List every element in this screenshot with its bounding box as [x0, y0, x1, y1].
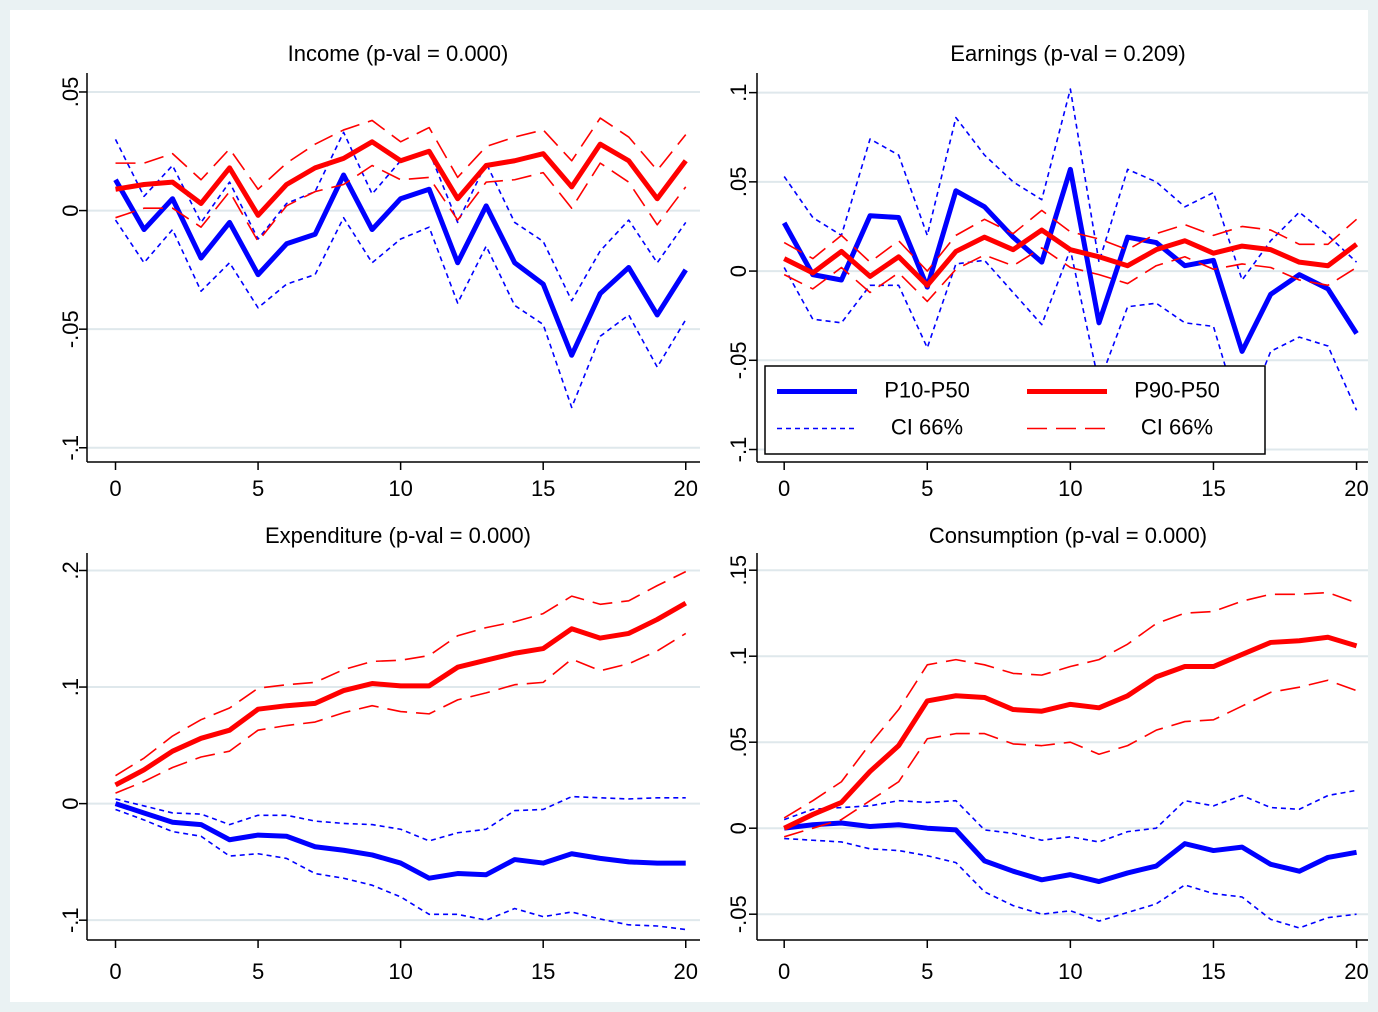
y-tick-label: -.05	[58, 310, 83, 348]
y-tick-label: -.05	[726, 341, 751, 379]
y-tick-label: 0	[726, 265, 751, 277]
legend-box	[764, 365, 1266, 455]
plot-background	[10, 10, 1368, 1002]
series-line	[114, 801, 686, 881]
x-tick-label: 0	[778, 476, 790, 501]
y-tick-label: .05	[58, 77, 83, 108]
x-tick-label: 15	[531, 476, 555, 501]
legend-label: CI 66%	[891, 414, 963, 439]
legend-label: P10-P50	[884, 377, 970, 402]
series-line	[783, 634, 1358, 831]
y-tick-label: .2	[58, 561, 83, 579]
series-line	[783, 247, 1357, 303]
y-tick-label: -.1	[58, 907, 83, 933]
y-tick-label: -.1	[726, 437, 751, 463]
x-tick-label: 0	[109, 476, 121, 501]
series-line	[115, 139, 688, 218]
series-line	[783, 88, 1358, 281]
x-tick-label: 15	[1201, 476, 1225, 501]
y-tick-label: -.1	[58, 435, 83, 461]
chart-title: Consumption (p-val = 0.000)	[929, 523, 1207, 548]
x-tick-label: 5	[921, 959, 933, 984]
legend-label: P90-P50	[1134, 377, 1220, 402]
legend-label: CI 66%	[1141, 414, 1213, 439]
series-line	[783, 820, 1357, 885]
x-tick-label: 10	[388, 959, 412, 984]
y-tick-label: -.05	[726, 895, 751, 933]
series-line	[782, 166, 1359, 354]
x-tick-label: 15	[531, 959, 555, 984]
series-line	[783, 227, 1359, 288]
x-tick-label: 0	[778, 959, 790, 984]
x-tick-label: 10	[1058, 959, 1082, 984]
series-line	[115, 795, 686, 842]
chart-title: Earnings (p-val = 0.209)	[950, 41, 1185, 66]
y-tick-label: 0	[726, 822, 751, 834]
series-line	[114, 216, 687, 409]
y-tick-label: .05	[726, 167, 751, 198]
y-tick-label: .1	[726, 647, 751, 665]
x-tick-label: 0	[109, 959, 121, 984]
x-tick-label: 20	[1344, 959, 1368, 984]
series-line	[783, 591, 1357, 819]
series-line	[783, 679, 1357, 838]
y-tick-label: .15	[726, 555, 751, 586]
chart-title: Expenditure (p-val = 0.000)	[265, 523, 531, 548]
x-tick-label: 5	[921, 476, 933, 501]
x-tick-label: 15	[1201, 959, 1225, 984]
x-tick-label: 10	[388, 476, 412, 501]
x-tick-label: 10	[1058, 476, 1082, 501]
series-line	[113, 172, 688, 358]
x-tick-label: 5	[252, 476, 264, 501]
series-line	[115, 632, 687, 794]
y-tick-label: 0	[58, 204, 83, 216]
series-line	[115, 117, 687, 191]
series-line	[114, 600, 687, 788]
y-tick-label: 0	[58, 797, 83, 809]
x-tick-label: 20	[674, 476, 698, 501]
y-tick-label: .1	[58, 678, 83, 696]
x-tick-label: 5	[252, 959, 264, 984]
chart-title: Income (p-val = 0.000)	[288, 41, 509, 66]
y-tick-label: .1	[726, 83, 751, 101]
y-tick-label: .05	[726, 727, 751, 758]
series-line	[783, 209, 1358, 272]
series-line	[114, 131, 687, 302]
series-line	[115, 808, 686, 931]
x-tick-label: 20	[1344, 476, 1368, 501]
x-tick-label: 20	[674, 959, 698, 984]
